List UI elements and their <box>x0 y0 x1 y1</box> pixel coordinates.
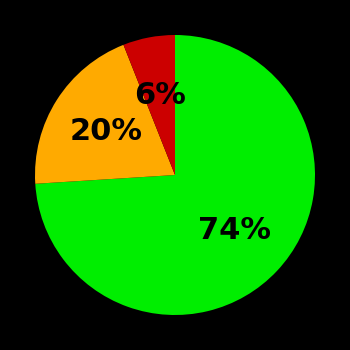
Wedge shape <box>124 35 175 175</box>
Text: 6%: 6% <box>134 81 186 110</box>
Text: 74%: 74% <box>198 216 271 245</box>
Wedge shape <box>35 45 175 184</box>
Text: 20%: 20% <box>70 117 143 146</box>
Wedge shape <box>35 35 315 315</box>
